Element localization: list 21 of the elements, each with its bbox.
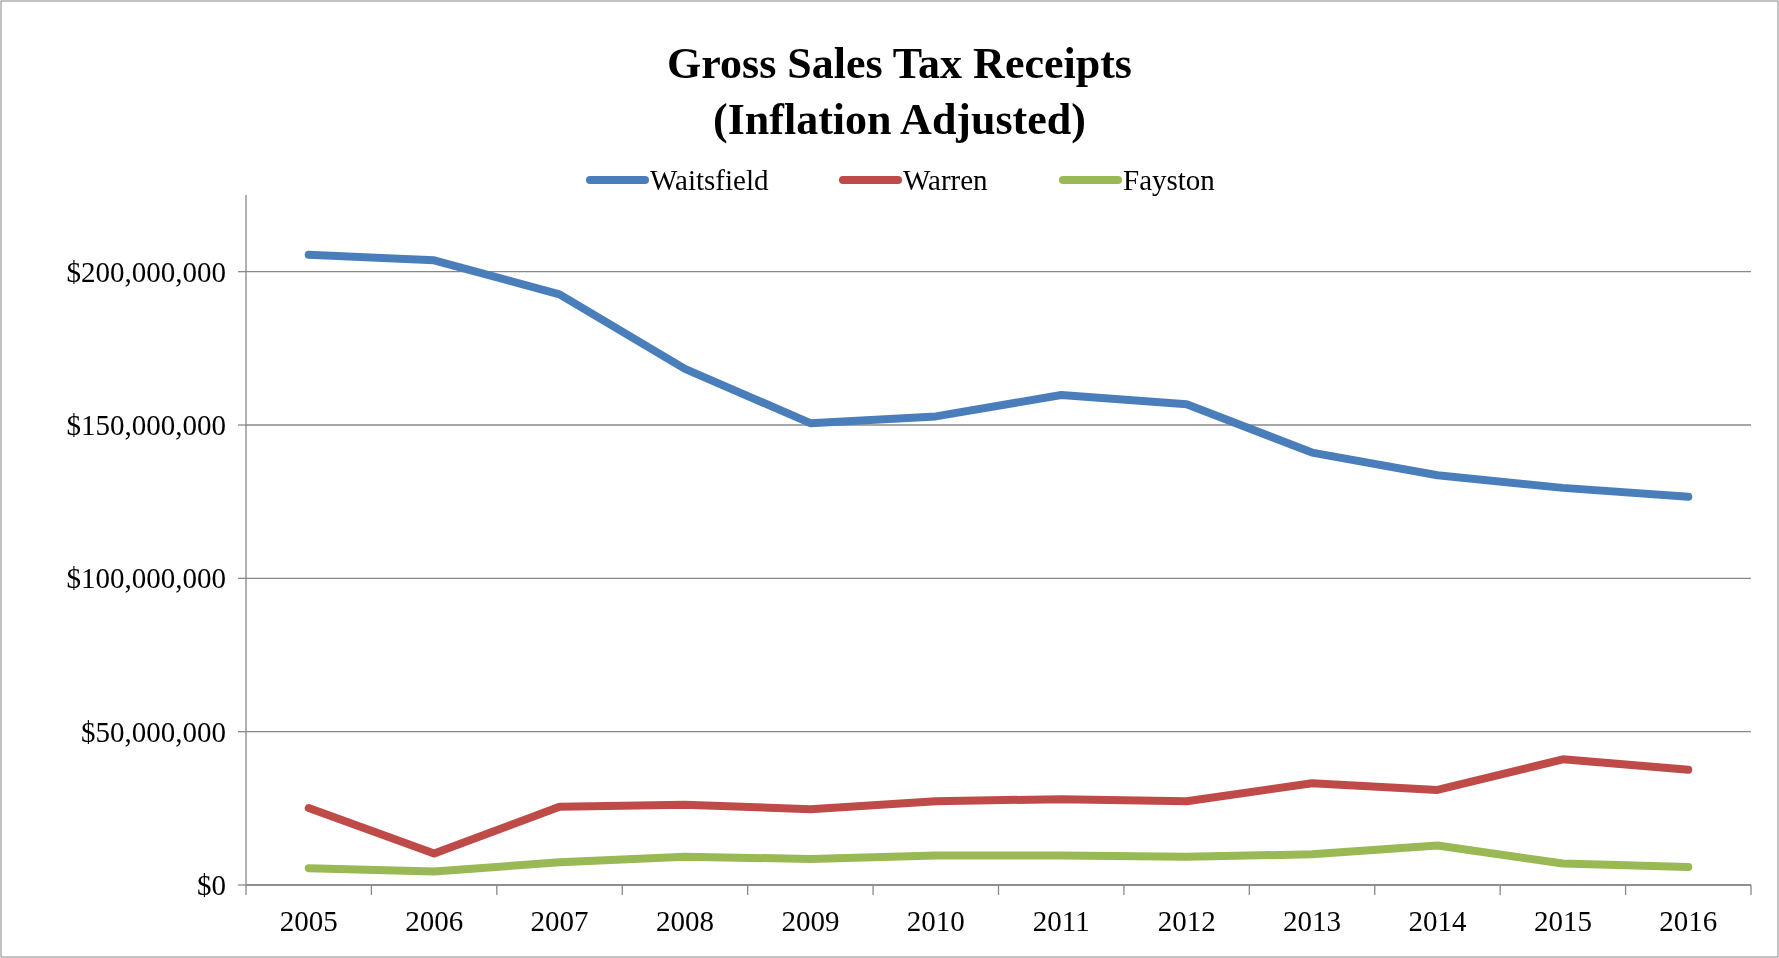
x-tick-label: 2007	[530, 905, 589, 937]
x-tick-label: 2010	[906, 905, 965, 937]
x-tick-label: 2005	[279, 905, 338, 937]
y-tick-label: $100,000,000	[66, 562, 226, 595]
y-tick-label: $50,000,000	[81, 715, 226, 748]
chart-title: Gross Sales Tax Receipts (Inflation Adjusted)	[667, 39, 1132, 144]
x-tick-label: 2006	[405, 905, 464, 937]
y-tick-label: $0	[197, 869, 226, 902]
x-tick-label: 2009	[781, 905, 840, 937]
x-tick-label: 2014	[1408, 905, 1467, 937]
x-tick-label: 2013	[1283, 905, 1342, 937]
x-tick-label: 2012	[1157, 905, 1216, 937]
x-tick-label: 2016	[1659, 905, 1718, 937]
x-tick-label: 2015	[1533, 905, 1592, 937]
x-tick-label: 2008	[655, 905, 714, 937]
y-tick-label: $200,000,000	[66, 255, 226, 288]
legend-label: Waitsfield	[650, 164, 769, 197]
legend-label: Warren	[903, 164, 989, 197]
y-tick-label: $150,000,000	[66, 409, 226, 442]
x-tick-label: 2011	[1032, 905, 1090, 937]
legend-label: Fayston	[1123, 164, 1216, 197]
